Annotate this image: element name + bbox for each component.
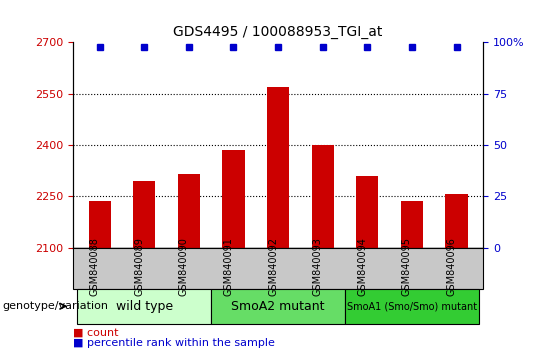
Text: SmoA2 mutant: SmoA2 mutant [231,300,325,313]
Text: genotype/variation: genotype/variation [3,301,109,311]
Text: ■ percentile rank within the sample: ■ percentile rank within the sample [73,338,275,348]
Text: GSM840094: GSM840094 [357,237,367,296]
Text: GSM840088: GSM840088 [90,237,100,296]
Text: GSM840095: GSM840095 [402,237,412,296]
Bar [312,145,334,248]
Title: GDS4495 / 100088953_TGI_at: GDS4495 / 100088953_TGI_at [173,25,383,39]
Bar [401,201,423,248]
Bar [356,176,379,248]
Bar [133,181,156,248]
Text: wild type: wild type [116,300,173,313]
Text: GSM840091: GSM840091 [224,237,233,296]
Bar [446,194,468,248]
Text: GSM840089: GSM840089 [134,237,144,296]
Text: GSM840093: GSM840093 [313,237,323,296]
Bar [222,150,245,248]
Bar [178,174,200,248]
Bar [267,87,289,248]
Text: ■ count: ■ count [73,328,118,338]
Text: GSM840092: GSM840092 [268,237,278,296]
Text: GSM840096: GSM840096 [447,237,456,296]
Text: GSM840090: GSM840090 [179,237,189,296]
Bar [89,201,111,248]
Text: SmoA1 (Smo/Smo) mutant: SmoA1 (Smo/Smo) mutant [347,301,477,311]
